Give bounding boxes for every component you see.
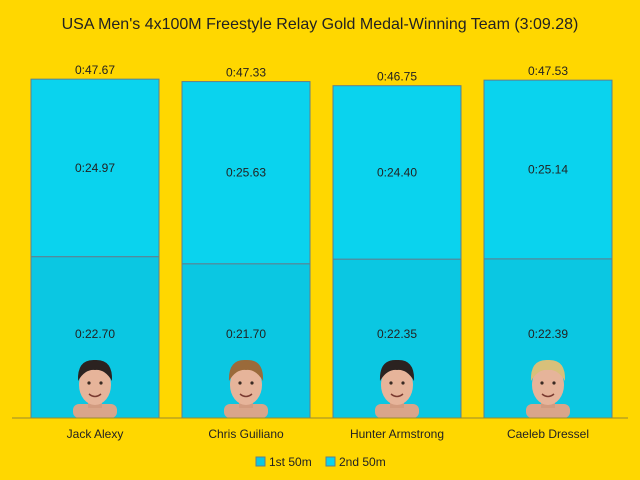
bar-segment-second-50m-3 xyxy=(332,85,462,260)
legend-label-1: 1st 50m xyxy=(269,455,312,469)
swimmer-photo-2 xyxy=(224,359,268,418)
segment-label-first-50m-1: 0:22.70 xyxy=(75,327,115,341)
category-label-2: Chris Guiliano xyxy=(208,427,284,441)
total-label-1: 0:47.67 xyxy=(75,63,115,77)
bar-segment-second-50m-2 xyxy=(181,81,311,265)
category-label-4: Caeleb Dressel xyxy=(507,427,589,441)
bars-group xyxy=(30,78,613,419)
swimmer-photos xyxy=(73,359,570,418)
legend-swatch-1 xyxy=(255,456,266,467)
total-label-3: 0:46.75 xyxy=(377,70,417,84)
segment-label-second-50m-3: 0:24.40 xyxy=(377,165,417,179)
chart-title: USA Men's 4x100M Freestyle Relay Gold Me… xyxy=(62,16,579,33)
swimmer-photo-4 xyxy=(526,359,570,418)
legend-label-2: 2nd 50m xyxy=(339,455,386,469)
segment-label-second-50m-4: 0:25.14 xyxy=(528,163,568,177)
segment-label-first-50m-2: 0:21.70 xyxy=(226,327,266,341)
legend-swatch-2 xyxy=(325,456,336,467)
value-labels: 0:22.70 0:24.97 0:47.67 0:21.70 0:25.63 0:47.… xyxy=(75,63,568,341)
total-label-2: 0:47.33 xyxy=(226,66,266,80)
total-label-4: 0:47.53 xyxy=(528,64,568,78)
category-label-3: Hunter Armstrong xyxy=(350,427,444,441)
swimmer-photo-3 xyxy=(375,359,419,418)
swimmer-photo-1 xyxy=(73,359,117,418)
bar-segment-second-50m-4 xyxy=(483,79,613,260)
segment-label-first-50m-4: 0:22.39 xyxy=(528,327,568,341)
legend: 1st 50m 2nd 50m xyxy=(255,455,386,469)
segment-label-first-50m-3: 0:22.35 xyxy=(377,327,417,341)
bar-segment-second-50m-1 xyxy=(30,78,160,258)
category-label-1: Jack Alexy xyxy=(67,427,124,441)
segment-label-second-50m-1: 0:24.97 xyxy=(75,161,115,175)
category-labels: Jack Alexy Chris Guiliano Hunter Armstrong… xyxy=(67,427,589,441)
segment-label-second-50m-2: 0:25.63 xyxy=(226,166,266,180)
